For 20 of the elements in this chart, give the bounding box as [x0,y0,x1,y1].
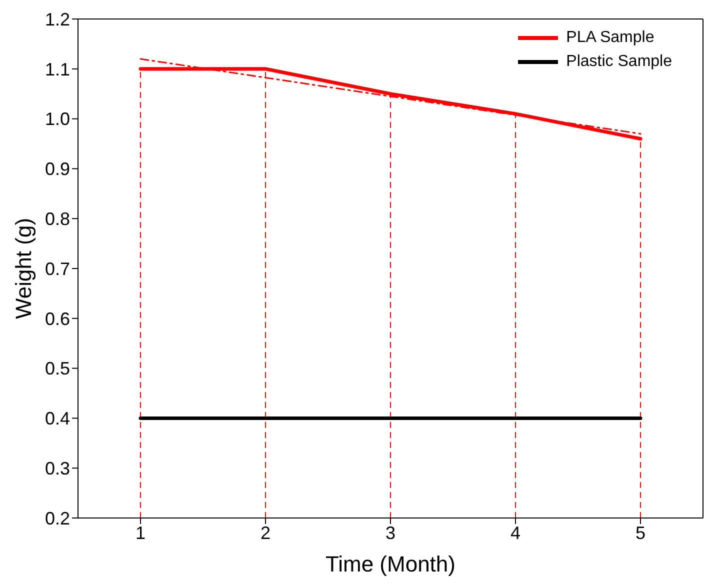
x-tick-label: 2 [260,522,271,543]
x-axis-title: Time (Month) [326,552,456,577]
y-tick-label: 0.3 [44,458,70,478]
y-tick-label: 0.6 [44,308,70,329]
legend-label: Plastic Sample [566,52,672,72]
y-tick-label: 1.0 [44,109,70,130]
legend-label: PLA Sample [566,28,654,48]
y-tick-label: 0.4 [44,408,70,429]
y-tick-label: 0.2 [44,508,70,528]
y-axis-title: Weight (g) [10,218,36,320]
x-tick-label: 4 [510,522,521,543]
y-tick-label: 0.9 [44,159,70,180]
y-tick-label: 0.7 [44,258,70,279]
y-tick-label: 1.2 [44,9,70,30]
y-tick-label: 0.5 [44,358,70,379]
x-tick-label: 3 [385,522,396,543]
y-tick-label: 0.8 [44,208,70,229]
x-tick-label: 5 [635,522,646,543]
x-tick-label: 1 [135,522,146,543]
y-tick-label: 1.1 [44,59,70,80]
